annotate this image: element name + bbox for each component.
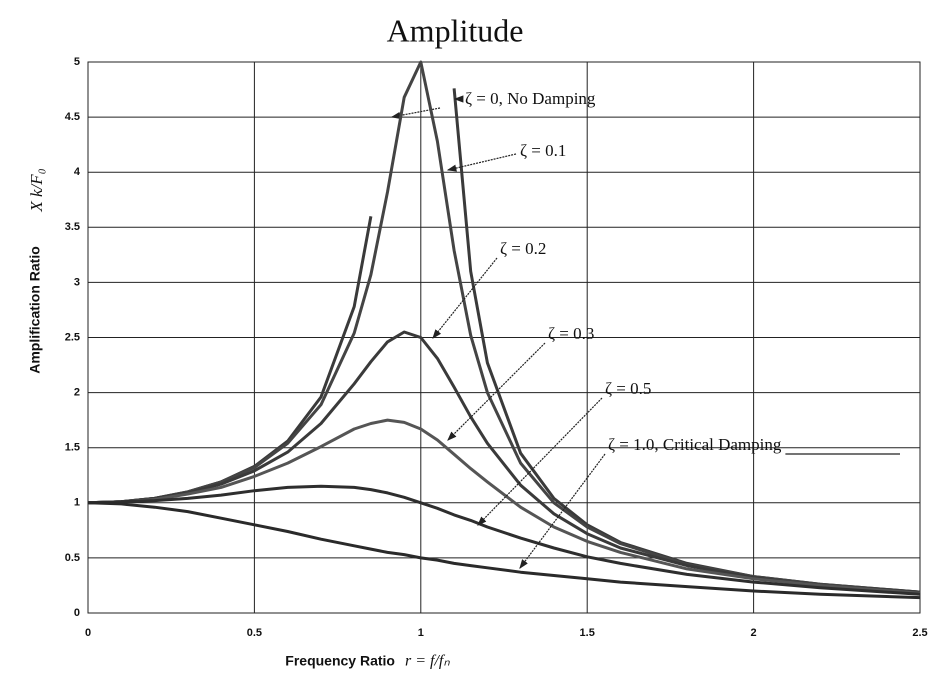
annotation-arrow [446,153,517,172]
series-line [87,501,921,600]
x-tick-label: 0.5 [247,627,262,639]
x-tick-label: 2.5 [912,627,927,639]
series-annotation: ζ = 0.1 [520,141,566,160]
series-annotation: ζ = 0.5 [605,379,651,398]
series-annotation: ζ = 0.2 [500,239,546,258]
y-tick-label: 0 [74,607,80,619]
series-line [87,418,921,595]
x-tick-label: 1 [418,627,424,639]
series-line [87,330,921,594]
y-tick-label: 4 [74,166,81,178]
series-line [87,60,921,594]
chart-title: Amplitude [387,12,524,48]
annotation-arrow [519,453,606,569]
annotation-arrow [432,257,498,339]
x-tick-label: 2 [751,627,757,639]
y-axis-label: Amplification Ratio [27,246,43,374]
series-annotation: ζ = 1.0, Critical Damping [608,435,782,454]
y-formula: X k/F₀ [27,168,46,212]
y-tick-label: 2.5 [65,331,80,343]
x-tick-label: 1.5 [580,627,595,639]
y-tick-label: 5 [74,56,80,68]
annotation-arrow [447,342,546,441]
series-annotation: ζ = 0.3 [548,324,594,343]
y-tick-label: 1 [74,497,80,509]
annotation-arrow [477,397,603,526]
y-tick-label: 3 [74,276,80,288]
series-line [87,484,921,596]
x-axis-label: Frequency Ratio [285,653,395,669]
y-tick-label: 0.5 [65,552,80,564]
y-tick-label: 3.5 [65,221,80,233]
series-annotation: ζ = 0, No Damping [465,89,596,108]
y-tick-label: 4.5 [65,111,80,123]
y-tick-label: 2 [74,387,80,399]
x-formula: r = f/fₙ [405,653,450,670]
x-tick-label: 0 [85,627,91,639]
y-tick-label: 1.5 [65,442,80,454]
